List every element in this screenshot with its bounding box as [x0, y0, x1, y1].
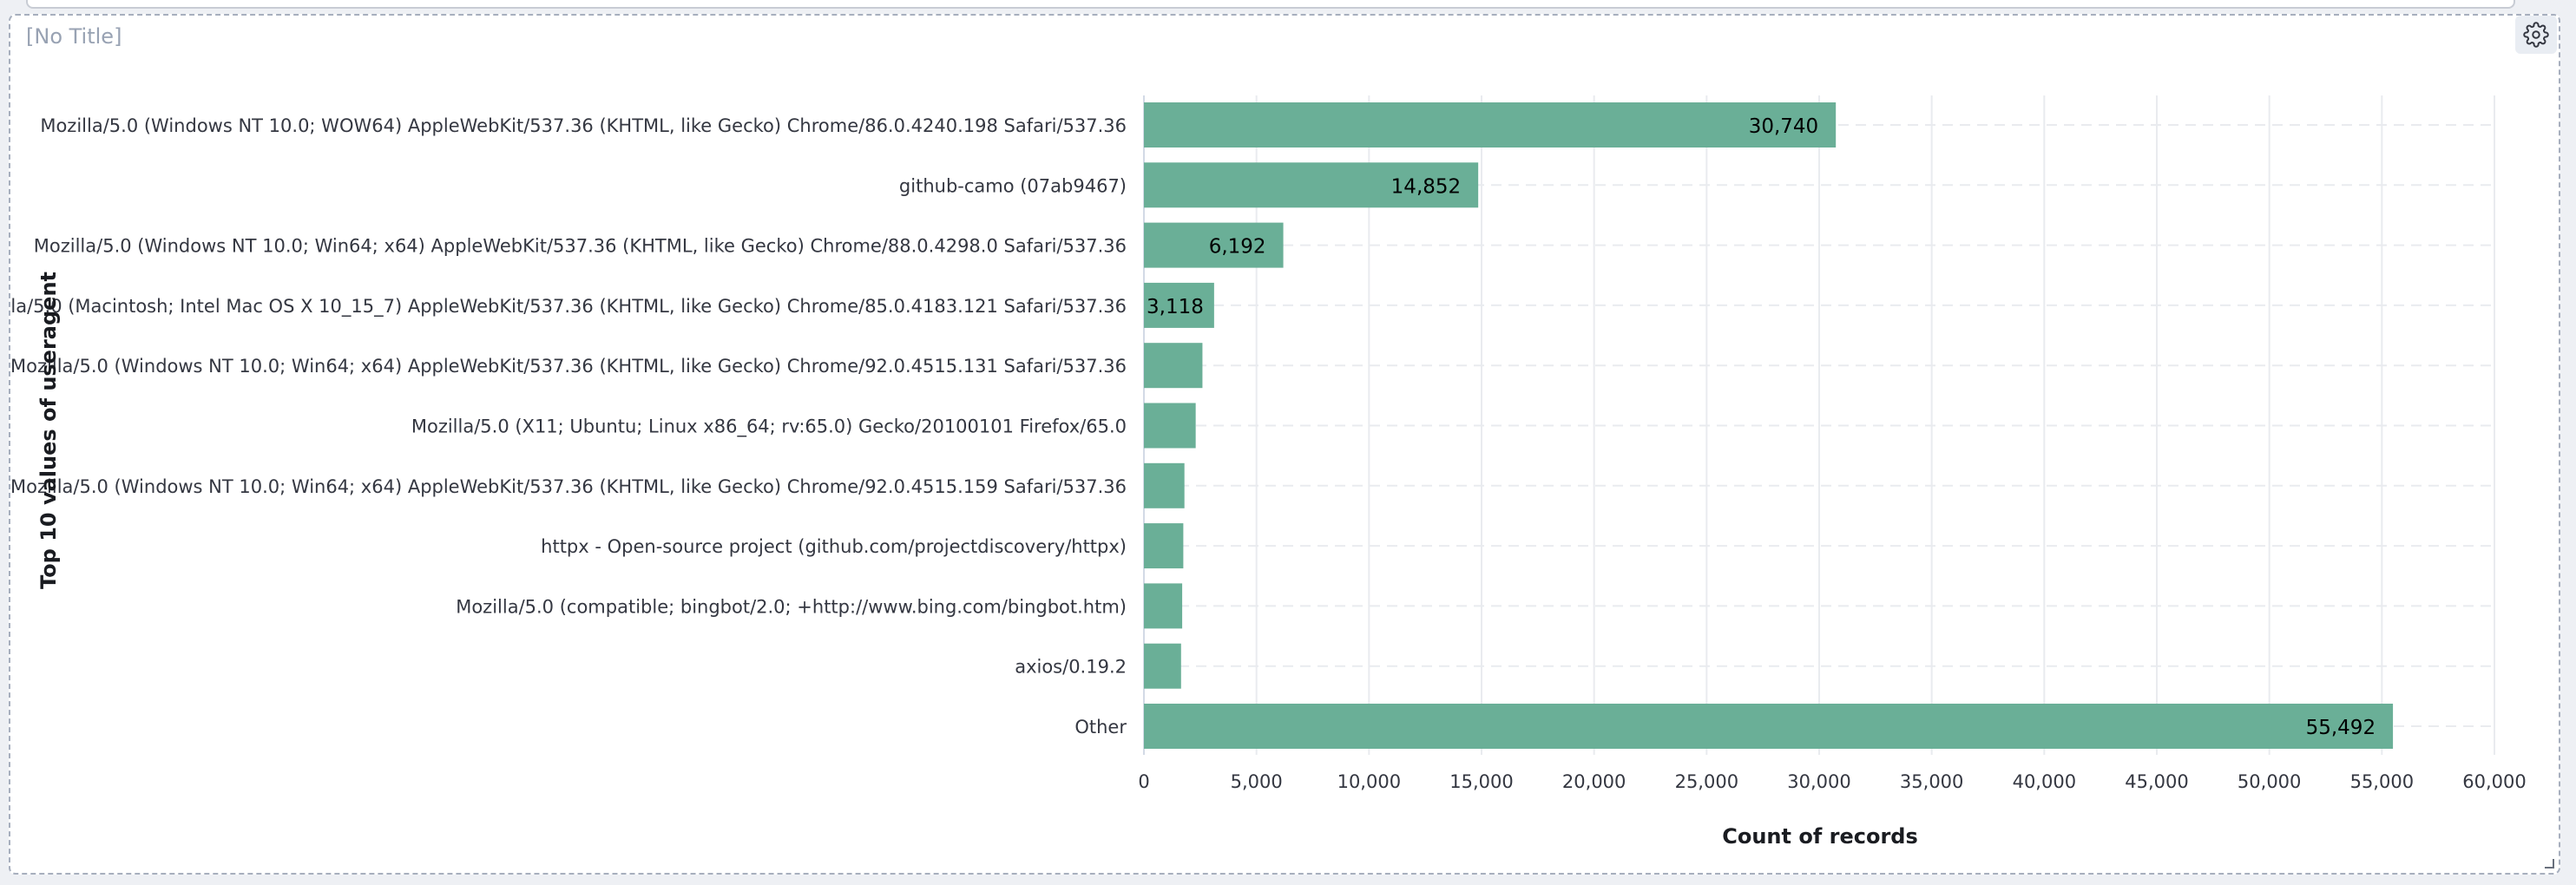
bar-value-label: 30,740	[1749, 115, 1818, 138]
x-tick-label: 0	[1138, 771, 1149, 792]
bar-value-label: 3,118	[1147, 296, 1204, 318]
category-label: Mozilla/5.0 (Macintosh; Intel Mac OS X 1…	[10, 296, 1127, 318]
bar[interactable]	[1144, 643, 1181, 689]
x-tick-label: 40,000	[2013, 771, 2076, 792]
category-label: Mozilla/5.0 (Windows NT 10.0; WOW64) App…	[40, 115, 1127, 136]
bar[interactable]	[1144, 704, 2394, 749]
category-label: github-camo (07ab9467)	[899, 175, 1127, 196]
bar[interactable]	[1144, 162, 1479, 208]
bar-value-label: 14,852	[1391, 175, 1461, 198]
gear-icon	[2523, 22, 2549, 48]
panel-settings-button[interactable]	[2515, 16, 2557, 54]
bar[interactable]	[1144, 523, 1184, 569]
x-tick-label: 25,000	[1675, 771, 1738, 792]
category-label: Mozilla/5.0 (X11; Ubuntu; Linux x86_64; …	[411, 416, 1127, 438]
visualization-panel[interactable]: [No Title] 30,740 14,852 6,192 3,118 55,492 …	[9, 14, 2560, 875]
category-label: Other	[1074, 717, 1127, 738]
bar[interactable]	[1144, 462, 1185, 508]
bar[interactable]	[1144, 222, 1284, 268]
category-label: Mozilla/5.0 (Windows NT 10.0; Win64; x64…	[10, 356, 1127, 377]
x-tick-label: 35,000	[1900, 771, 1963, 792]
category-label: Mozilla/5.0 (Windows NT 10.0; Win64; x64…	[34, 236, 1127, 257]
category-labels: Mozilla/5.0 (Windows NT 10.0; WOW64) App…	[10, 115, 1127, 738]
y-axis-label: Top 10 values of useragent	[36, 272, 61, 589]
bar-chart: 30,740 14,852 6,192 3,118 55,492 Mozilla/5.0…	[10, 95, 2527, 849]
previous-panel-border	[26, 0, 2515, 9]
x-tick-label: 5,000	[1231, 771, 1283, 792]
bar[interactable]	[1144, 403, 1196, 449]
panel-title: [No Title]	[26, 24, 122, 49]
resize-handle-icon[interactable]	[2543, 857, 2555, 869]
x-tick-label: 30,000	[1787, 771, 1850, 792]
x-tick-label: 20,000	[1562, 771, 1626, 792]
bar-value-label: 6,192	[1209, 236, 1266, 259]
previous-panel-edge	[0, 0, 2576, 12]
bar-value-label: 55,492	[2306, 717, 2376, 739]
x-tick-label: 55,000	[2350, 771, 2414, 792]
bar[interactable]	[1144, 282, 1214, 328]
x-tick-label: 15,000	[1449, 771, 1513, 792]
category-label: axios/0.19.2	[1015, 657, 1127, 678]
x-tick-label: 60,000	[2462, 771, 2526, 792]
x-tick-label: 45,000	[2125, 771, 2188, 792]
category-label: Mozilla/5.0 (Windows NT 10.0; Win64; x64…	[10, 476, 1127, 497]
bar[interactable]	[1144, 583, 1183, 629]
bars: 30,740 14,852 6,192 3,118 55,492	[1144, 102, 2394, 749]
category-label: httpx - Open-source project (github.com/…	[541, 536, 1127, 557]
x-axis-label: Count of records	[1722, 824, 1918, 849]
bar[interactable]	[1144, 343, 1203, 389]
bar[interactable]	[1144, 102, 1837, 148]
category-label: Mozilla/5.0 (compatible; bingbot/2.0; +h…	[456, 596, 1127, 617]
x-tick-label: 10,000	[1337, 771, 1401, 792]
x-axis-ticks: 0 5,000 10,000 15,000 20,000 25,000 30,000 35,0…	[1138, 771, 2526, 792]
x-tick-label: 50,000	[2238, 771, 2301, 792]
